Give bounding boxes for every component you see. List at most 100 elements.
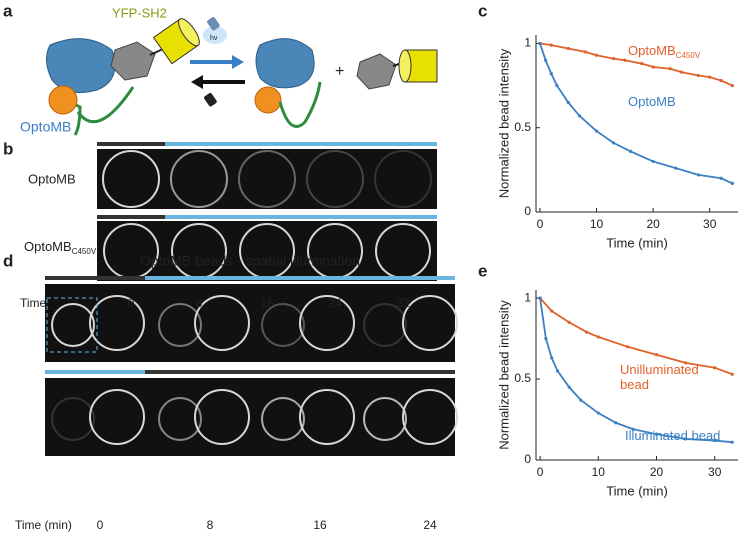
light-label: hν [210, 35, 218, 42]
point [674, 166, 678, 170]
time-tick: 8 [207, 518, 214, 532]
series-label-main: Illuminated bead [625, 428, 720, 443]
x-axis-label: Time (min) [606, 483, 668, 498]
point [730, 372, 734, 376]
point [730, 440, 734, 444]
point [579, 398, 583, 402]
point [623, 58, 627, 62]
series-label-box: Unilluminated bead [620, 362, 699, 392]
series-label: OptoMB [628, 94, 676, 109]
point [668, 67, 672, 71]
point [550, 356, 554, 360]
x-tick-label: 30 [708, 465, 722, 479]
series-label-main: OptoMB [628, 94, 676, 109]
point [566, 100, 570, 105]
point [654, 353, 659, 357]
point [555, 83, 559, 88]
point [719, 78, 723, 83]
series-label: Unilluminated bead [620, 362, 699, 392]
plus: + [335, 63, 344, 80]
light-bar [97, 215, 437, 219]
panel-label: a [3, 1, 13, 20]
row-label: OptoMBC450V [24, 239, 97, 256]
dark-bar [145, 370, 455, 374]
point [555, 369, 560, 373]
row-label-sub: C450V [72, 247, 97, 256]
dark-bar [97, 142, 165, 146]
dark-bar [45, 276, 145, 280]
point [640, 62, 644, 66]
row-label-main: OptoMB [24, 239, 72, 254]
panel-title: OptoMB beads - spatial illumination [140, 253, 360, 269]
x-tick-label: 10 [592, 465, 606, 479]
point [651, 159, 655, 164]
series-label: OptoMBC450V [628, 43, 701, 60]
panel-label: c [478, 1, 487, 20]
point [651, 65, 655, 69]
point [549, 72, 553, 76]
point [583, 50, 587, 54]
point [625, 345, 629, 349]
point [566, 46, 570, 51]
point [567, 320, 571, 324]
series-line [539, 297, 733, 376]
point [713, 438, 717, 443]
point [567, 385, 571, 389]
point [730, 181, 734, 185]
time-tick: 24 [328, 296, 342, 310]
time-tick: 8 [196, 296, 203, 310]
point [713, 366, 717, 370]
time-tick: 24 [423, 518, 437, 532]
point [614, 421, 618, 425]
point [538, 296, 542, 300]
y-axis-label: Normalized bead intensity [496, 48, 511, 198]
panel-label: b [3, 139, 13, 158]
point [544, 58, 548, 62]
micrograph-row [45, 378, 458, 469]
dark-bar [97, 215, 165, 219]
light-bar [145, 276, 455, 280]
point [696, 73, 700, 78]
y-tick-label: 0.5 [514, 371, 531, 385]
row-label: OptoMB [28, 171, 76, 186]
point [585, 330, 589, 334]
point [696, 173, 700, 177]
light-bar [165, 142, 437, 146]
point [549, 43, 553, 47]
panel-label: e [478, 261, 487, 280]
x-tick-label: 0 [537, 465, 544, 479]
optomb-label: OptoMB [20, 119, 71, 135]
panel-label: d [3, 251, 13, 270]
point [679, 70, 684, 74]
y-tick-label: 1 [524, 290, 531, 304]
x-tick-label: 30 [703, 217, 717, 231]
time-tick: 0 [128, 296, 135, 310]
point [708, 75, 712, 79]
series-label-sub: C450V [676, 51, 701, 60]
point [654, 432, 659, 436]
y-tick-label: 0.5 [514, 120, 531, 134]
y-tick-label: 1 [524, 36, 531, 50]
point [730, 83, 734, 88]
point [577, 114, 582, 118]
x-tick-label: 20 [650, 465, 664, 479]
point [594, 53, 599, 57]
y-axis-label: Normalized bead intensity [496, 300, 511, 450]
time-label: Time (min) [15, 518, 72, 532]
micrograph-row [97, 221, 437, 294]
time-tick: 32 [396, 296, 410, 310]
micrograph-row [45, 284, 458, 362]
light-bar [45, 370, 145, 374]
series-line [539, 43, 733, 185]
point [631, 427, 635, 431]
diagram: YFP-SH2 OptoMB hν + [20, 5, 438, 136]
point [684, 361, 688, 365]
x-tick-label: 10 [590, 217, 604, 231]
time-tick: 16 [260, 296, 274, 310]
time-tick: 0 [97, 518, 104, 532]
y-tick-label: 0 [524, 452, 531, 466]
point [628, 149, 633, 153]
point [611, 141, 616, 145]
